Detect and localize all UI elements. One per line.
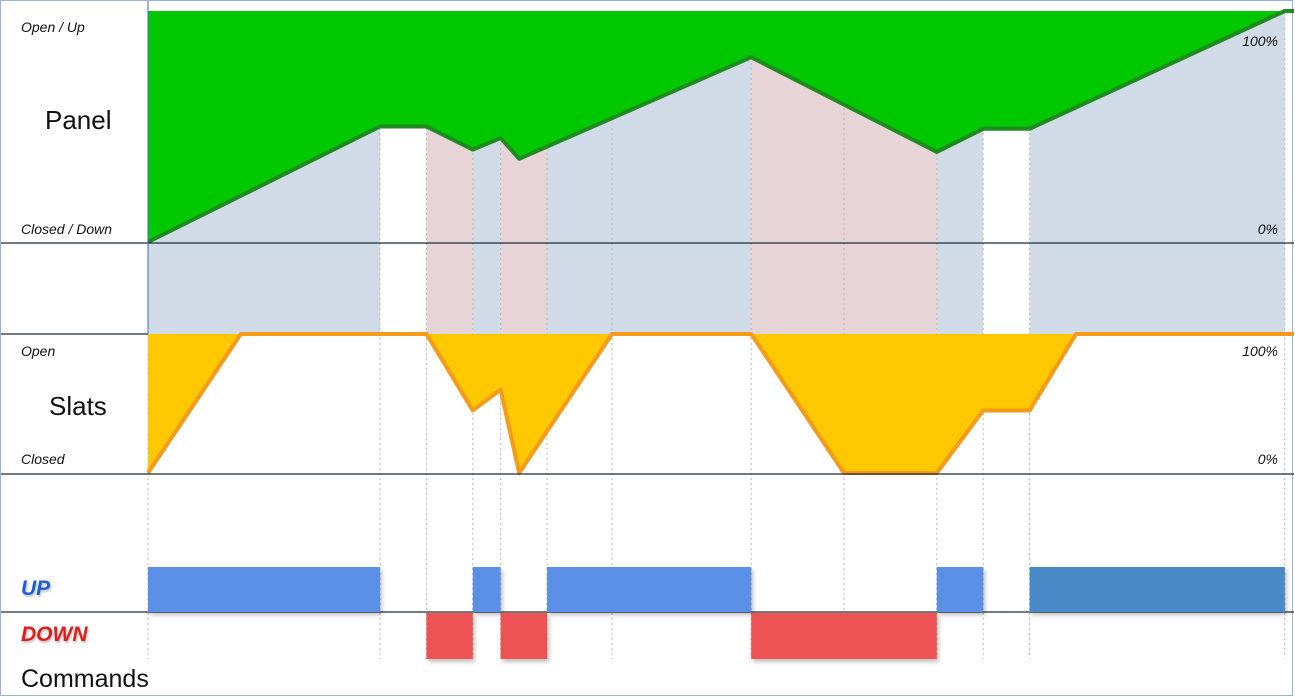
- slats-max-label: 100%: [1242, 343, 1278, 359]
- slats-closed-label: Closed: [21, 451, 65, 467]
- up-command-bar-0: [148, 567, 380, 612]
- command-bars: [148, 567, 1285, 659]
- panel-area: [148, 11, 1294, 242]
- up-command-bar-1: [472, 567, 501, 612]
- down-command-bar-2: [751, 613, 937, 659]
- commands-title: Commands: [21, 665, 149, 693]
- slats-position-line: [146, 332, 1294, 475]
- panel-plot: [147, 9, 1294, 244]
- panel-min-label: 0%: [1257, 221, 1278, 237]
- panel-position-line: [147, 9, 1294, 244]
- up-command-label: UP: [21, 577, 51, 600]
- up-command-bar-2: [547, 567, 752, 612]
- up-command-bar-3: [936, 567, 984, 612]
- down-command-bar-0: [426, 613, 473, 659]
- down-command-label: DOWN: [21, 623, 88, 646]
- slats-plot: [146, 332, 1294, 475]
- panel-open-label: Open / Up: [21, 19, 85, 35]
- panel-closed-label: Closed / Down: [21, 221, 113, 237]
- panel-title: Panel: [45, 105, 112, 135]
- panel-max-label: 100%: [1242, 33, 1278, 49]
- slats-area: [148, 334, 1294, 473]
- slats-min-label: 0%: [1257, 451, 1278, 467]
- down-command-bar-1: [500, 613, 548, 659]
- slats-open-label: Open: [21, 343, 56, 359]
- slats-title: Slats: [49, 391, 107, 421]
- up-command-bar-4: [1029, 567, 1285, 612]
